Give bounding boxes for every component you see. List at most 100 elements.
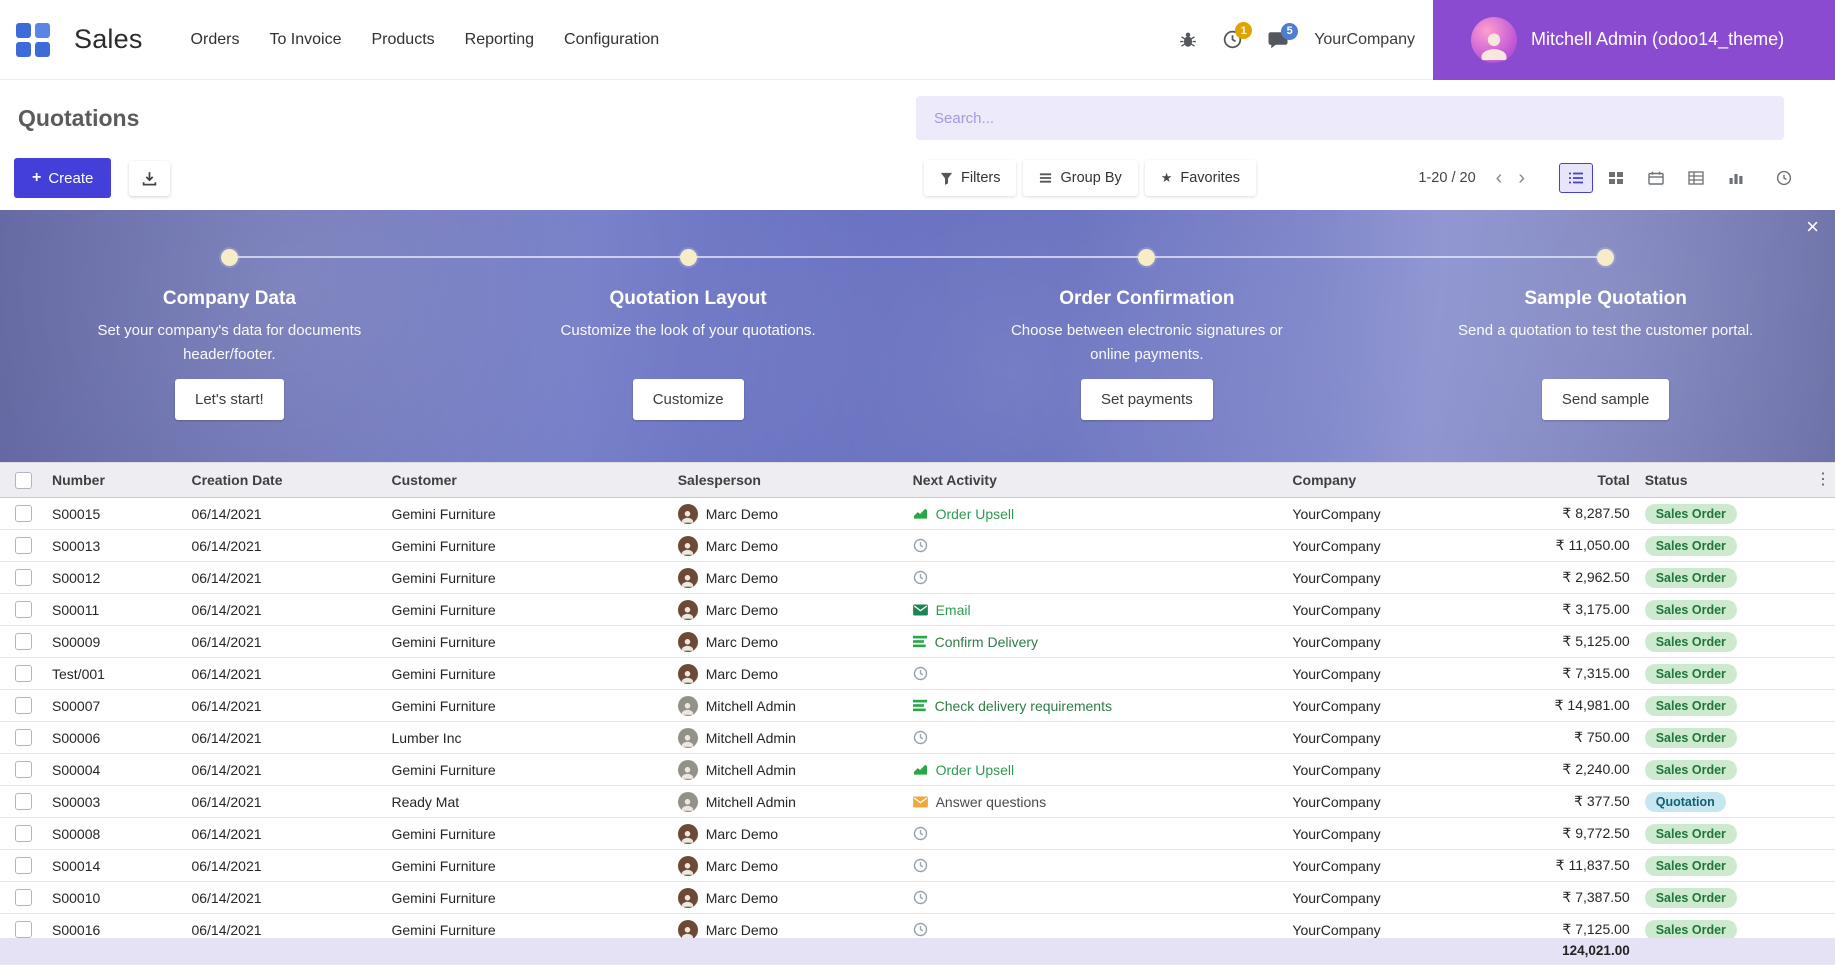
row-checkbox[interactable] — [15, 793, 32, 811]
row-checkbox[interactable] — [15, 729, 32, 747]
user-menu[interactable]: Mitchell Admin (odoo14_theme) — [1433, 0, 1835, 80]
salesperson-cell: Marc Demo — [672, 817, 908, 850]
salesperson-avatar — [677, 631, 698, 652]
table-row[interactable]: Test/001 06/14/2021 Gemini Furniture Mar… — [0, 657, 1835, 690]
app-name[interactable]: Sales — [74, 24, 143, 54]
salesperson-name: Marc Demo — [705, 825, 779, 842]
quotation-number: S00003 — [47, 785, 187, 818]
table-row[interactable]: S00006 06/14/2021 Lumber Inc Mitchell Ad… — [0, 721, 1835, 754]
export-download-icon[interactable] — [129, 160, 171, 196]
table-row[interactable]: S00007 06/14/2021 Gemini Furniture Mitch… — [0, 689, 1835, 722]
table-row[interactable]: S00014 06/14/2021 Gemini Furniture Marc … — [0, 849, 1835, 882]
table-row[interactable]: S00016 06/14/2021 Gemini Furniture Marc … — [0, 913, 1835, 938]
filter-funnel-icon — [940, 172, 953, 185]
quotation-number: S00013 — [47, 529, 187, 562]
row-checkbox[interactable] — [15, 761, 32, 779]
app-menus: Orders To Invoice Products Reporting Con… — [191, 31, 660, 49]
calendar-view-icon[interactable] — [1639, 163, 1673, 193]
step-action-button[interactable]: Customize — [632, 379, 744, 420]
favorites-button[interactable]: ★ Favorites — [1144, 160, 1257, 196]
filters-button[interactable]: Filters — [924, 160, 1017, 196]
step-action-button[interactable]: Set payments — [1081, 379, 1213, 420]
next-activity-cell[interactable] — [907, 817, 1288, 850]
company: YourCompany — [1287, 529, 1453, 562]
apps-menu-icon[interactable] — [16, 22, 50, 57]
step-description: Choose between electronic signatures or … — [1010, 322, 1283, 363]
next-activity-cell[interactable] — [907, 657, 1288, 690]
row-checkbox[interactable] — [15, 505, 32, 523]
next-activity-cell[interactable]: Confirm Delivery — [907, 625, 1288, 658]
table-row[interactable]: S00004 06/14/2021 Gemini Furniture Mitch… — [0, 753, 1835, 786]
next-activity-cell[interactable] — [907, 561, 1288, 594]
create-button[interactable]: + Create — [14, 158, 112, 198]
header-number[interactable]: Number — [47, 462, 187, 498]
progress-line — [229, 256, 1606, 258]
row-checkbox[interactable] — [15, 857, 32, 875]
row-checkbox[interactable] — [15, 665, 32, 683]
row-checkbox[interactable] — [15, 537, 32, 555]
next-activity-cell[interactable] — [907, 881, 1288, 914]
list-view-icon[interactable] — [1559, 163, 1593, 193]
row-checkbox[interactable] — [15, 825, 32, 843]
nav-menu-item[interactable]: Products — [371, 30, 435, 48]
table-row[interactable]: S00003 06/14/2021 Ready Mat Mitchell Adm… — [0, 785, 1835, 818]
select-all-checkbox[interactable] — [15, 471, 32, 489]
row-checkbox[interactable] — [15, 697, 32, 715]
step-action-button[interactable]: Send sample — [1541, 379, 1670, 420]
next-activity-cell[interactable] — [907, 529, 1288, 562]
salesperson-name: Marc Demo — [705, 601, 779, 618]
debug-bug-icon[interactable] — [1179, 31, 1197, 49]
row-checkbox[interactable] — [15, 601, 32, 619]
search-input[interactable] — [916, 96, 1784, 140]
next-activity-cell[interactable] — [907, 913, 1288, 938]
next-activity-cell[interactable]: Order Upsell — [907, 753, 1288, 786]
header-status[interactable]: Status — [1639, 462, 1835, 498]
messages-icon[interactable]: 5 — [1268, 22, 1299, 49]
next-activity-cell[interactable] — [907, 849, 1288, 882]
next-activity-cell[interactable]: Email — [907, 593, 1288, 626]
activity-view-icon[interactable] — [1767, 163, 1801, 193]
table-row[interactable]: S00011 06/14/2021 Gemini Furniture Marc … — [0, 593, 1835, 626]
nav-menu-item[interactable]: Reporting — [464, 30, 535, 48]
table-row[interactable]: S00008 06/14/2021 Gemini Furniture Marc … — [0, 817, 1835, 850]
header-salesperson[interactable]: Salesperson — [672, 462, 908, 498]
close-banner-icon[interactable]: × — [1806, 214, 1819, 239]
step-action-button[interactable]: Let's start! — [175, 379, 284, 420]
table-row[interactable]: S00013 06/14/2021 Gemini Furniture Marc … — [0, 529, 1835, 562]
table-row[interactable]: S00015 06/14/2021 Gemini Furniture Marc … — [0, 497, 1835, 530]
header-total[interactable]: Total — [1452, 462, 1640, 498]
graph-view-icon[interactable] — [1719, 163, 1753, 193]
creation-date: 06/14/2021 — [186, 689, 387, 722]
pager-next-icon[interactable]: › — [1512, 168, 1531, 188]
status-cell: Sales Order — [1639, 689, 1835, 722]
nav-menu-item[interactable]: Orders — [190, 30, 240, 48]
nav-menu-item[interactable]: Configuration — [564, 30, 660, 48]
kanban-view-icon[interactable] — [1599, 163, 1633, 193]
pivot-view-icon[interactable] — [1679, 163, 1713, 193]
row-checkbox[interactable] — [15, 633, 32, 651]
next-activity-cell[interactable]: Check delivery requirements — [907, 689, 1288, 722]
company-switcher[interactable]: YourCompany — [1314, 30, 1415, 48]
table-row[interactable]: S00009 06/14/2021 Gemini Furniture Marc … — [0, 625, 1835, 658]
status-badge: Quotation — [1644, 791, 1726, 812]
next-activity-cell[interactable]: Order Upsell — [907, 497, 1288, 530]
header-customer[interactable]: Customer — [386, 462, 673, 498]
total-amount: ₹ 9,772.50 — [1452, 817, 1640, 850]
row-checkbox[interactable] — [15, 889, 32, 907]
activities-clock-icon[interactable]: 1 — [1223, 22, 1253, 49]
nav-menu-item[interactable]: To Invoice — [269, 30, 342, 48]
clock-activity-icon — [913, 890, 928, 905]
table-row[interactable]: S00010 06/14/2021 Gemini Furniture Marc … — [0, 881, 1835, 914]
total-amount: ₹ 5,125.00 — [1452, 625, 1640, 658]
optional-columns-icon[interactable]: ⋮ — [1815, 471, 1831, 488]
next-activity-cell[interactable]: Answer questions — [907, 785, 1288, 818]
header-next-activity[interactable]: Next Activity — [907, 462, 1288, 498]
header-company[interactable]: Company — [1287, 462, 1453, 498]
pager-previous-icon[interactable]: ‹ — [1490, 168, 1509, 188]
next-activity-cell[interactable] — [907, 721, 1288, 754]
row-checkbox[interactable] — [15, 569, 32, 587]
table-row[interactable]: S00012 06/14/2021 Gemini Furniture Marc … — [0, 561, 1835, 594]
header-creation-date[interactable]: Creation Date — [186, 462, 387, 498]
row-checkbox[interactable] — [15, 921, 32, 938]
group-by-button[interactable]: Group By — [1023, 160, 1138, 196]
